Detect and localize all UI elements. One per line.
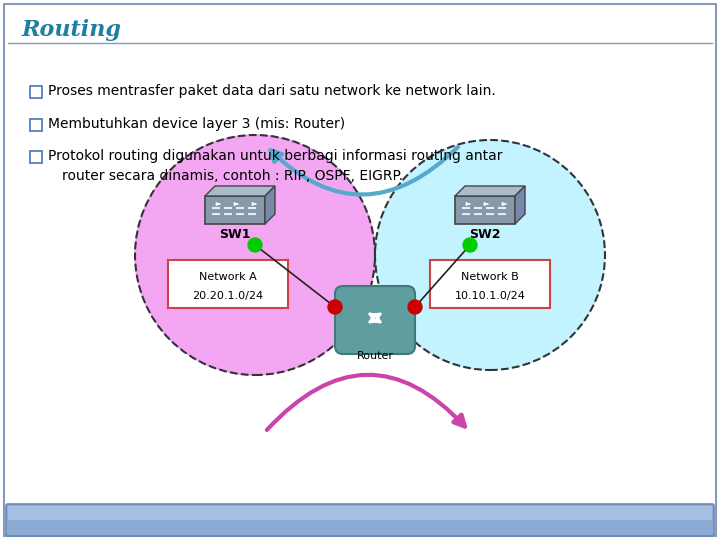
Text: Proses mentrasfer paket data dari satu network ke network lain.: Proses mentrasfer paket data dari satu n… bbox=[48, 84, 496, 98]
FancyBboxPatch shape bbox=[30, 119, 42, 131]
Circle shape bbox=[408, 300, 422, 314]
Circle shape bbox=[248, 238, 262, 252]
Polygon shape bbox=[515, 186, 525, 224]
FancyBboxPatch shape bbox=[168, 260, 288, 308]
Text: Network A: Network A bbox=[199, 272, 257, 282]
Circle shape bbox=[135, 135, 375, 375]
Circle shape bbox=[463, 238, 477, 252]
Polygon shape bbox=[455, 186, 525, 196]
Text: 20.20.1.0/24: 20.20.1.0/24 bbox=[192, 291, 264, 301]
Text: SW2: SW2 bbox=[469, 227, 500, 240]
FancyBboxPatch shape bbox=[30, 86, 42, 98]
Polygon shape bbox=[205, 186, 275, 196]
FancyBboxPatch shape bbox=[205, 196, 265, 224]
FancyBboxPatch shape bbox=[6, 504, 714, 536]
Text: Membutuhkan device layer 3 (mis: Router): Membutuhkan device layer 3 (mis: Router) bbox=[48, 117, 345, 131]
FancyBboxPatch shape bbox=[8, 506, 712, 520]
FancyBboxPatch shape bbox=[430, 260, 550, 308]
FancyBboxPatch shape bbox=[455, 196, 515, 224]
Text: Router: Router bbox=[356, 351, 394, 361]
Circle shape bbox=[328, 300, 342, 314]
Text: router secara dinamis, contoh : RIP, OSPF, EIGRP.: router secara dinamis, contoh : RIP, OSP… bbox=[62, 169, 403, 183]
Text: Protokol routing digunakan untuk berbagi informasi routing antar: Protokol routing digunakan untuk berbagi… bbox=[48, 149, 503, 163]
Circle shape bbox=[375, 140, 605, 370]
Text: 10.10.1.0/24: 10.10.1.0/24 bbox=[454, 291, 526, 301]
Text: SW1: SW1 bbox=[220, 227, 251, 240]
FancyBboxPatch shape bbox=[335, 286, 415, 354]
FancyBboxPatch shape bbox=[4, 4, 716, 536]
Text: Network B: Network B bbox=[461, 272, 519, 282]
Text: Routing: Routing bbox=[22, 19, 122, 41]
FancyBboxPatch shape bbox=[30, 151, 42, 163]
Polygon shape bbox=[265, 186, 275, 224]
